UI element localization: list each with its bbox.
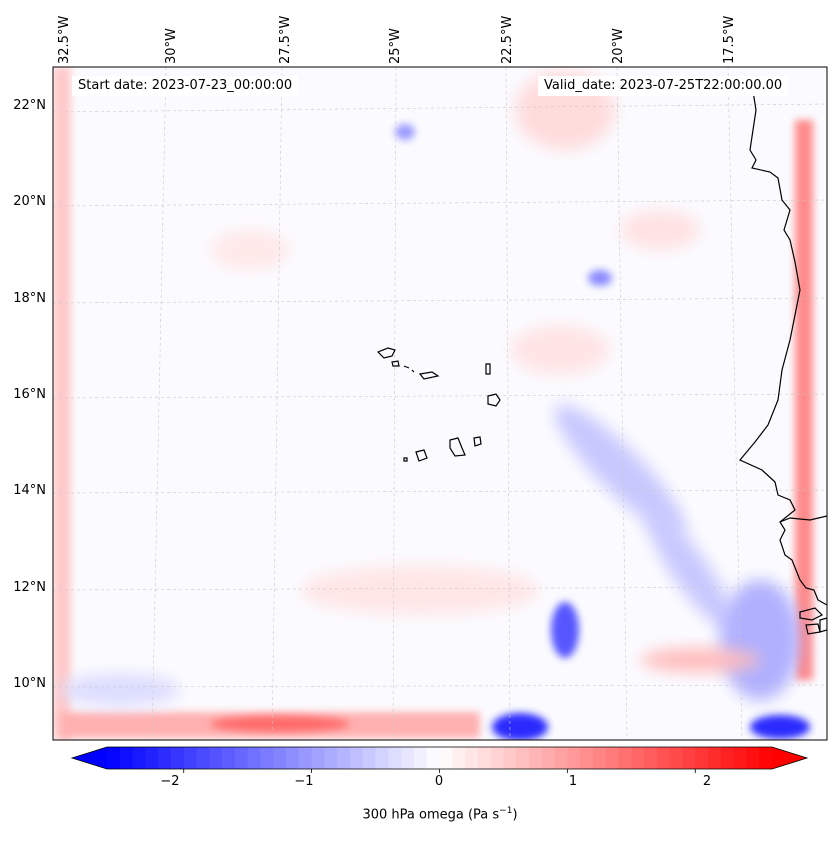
- colorbar-segment: [669, 747, 683, 769]
- colorbar-segment: [209, 747, 223, 769]
- blue-core-southeast: [750, 715, 810, 739]
- lat-label: 14°N: [13, 483, 46, 498]
- lon-label: 32.5°W: [57, 15, 72, 64]
- colorbar-segment: [503, 747, 517, 769]
- colorbar-segment: [388, 747, 402, 769]
- colorbar-min-extend: [72, 747, 107, 769]
- colorbar-segment: [337, 747, 351, 769]
- colorbar-segments: [107, 747, 773, 769]
- colorbar-segment: [733, 747, 747, 769]
- colorbar-segment: [183, 747, 198, 769]
- blue-core-central-south: [551, 602, 579, 658]
- colorbar-label-unit-exponent: −1: [499, 806, 513, 816]
- omega-field: [53, 67, 827, 740]
- colorbar-segment: [401, 747, 415, 769]
- colorbar: [70, 746, 809, 773]
- colorbar-tick-label: −1: [294, 774, 314, 789]
- coastlines: [376, 84, 827, 635]
- colorbar-segment: [605, 747, 620, 769]
- lat-label: 18°N: [13, 291, 46, 306]
- lat-label: 10°N: [13, 676, 46, 691]
- colorbar-segment: [554, 747, 568, 769]
- lon-label: 17.5°W: [722, 15, 737, 64]
- lon-label: 20°W: [611, 28, 626, 64]
- west-edge-band: [53, 67, 71, 740]
- colorbar-segment: [222, 747, 236, 769]
- colorbar-segment: [375, 747, 389, 769]
- colorbar-segment: [746, 747, 760, 769]
- colorbar-segment: [132, 747, 146, 769]
- lat-label: 20°N: [13, 194, 46, 209]
- colorbar-segment: [119, 747, 134, 769]
- colorbar-segment: [592, 747, 607, 769]
- lon-label: 22.5°W: [500, 15, 515, 64]
- graticule: [53, 67, 827, 740]
- colorbar-tick-label: 0: [434, 774, 444, 789]
- colorbar-segment: [695, 747, 709, 769]
- lat-label: 16°N: [13, 387, 46, 402]
- colorbar-segment: [759, 747, 773, 769]
- colorbar-segment: [286, 747, 300, 769]
- colorbar-segment: [708, 747, 722, 769]
- colorbar-segment: [234, 747, 249, 769]
- blue-core-south: [492, 713, 548, 740]
- island-santo-antao: [376, 347, 396, 359]
- colorbar-segment: [426, 747, 440, 769]
- colorbar-segment: [580, 747, 594, 769]
- colorbar-outline: [70, 746, 809, 770]
- colorbar-segment: [349, 747, 364, 769]
- colorbar-segment: [452, 747, 466, 769]
- colorbar-ticks: [183, 769, 696, 773]
- colorbar-segment: [465, 747, 479, 769]
- lon-label: 25°W: [388, 28, 403, 64]
- colorbar-tick-label: 2: [702, 774, 712, 789]
- colorbar-segment: [196, 747, 210, 769]
- colorbar-segment: [439, 747, 453, 769]
- colorbar-max-extend: [772, 747, 807, 769]
- colorbar-segment: [107, 747, 121, 769]
- colorbar-segment: [324, 747, 338, 769]
- colorbar-segment: [413, 747, 428, 769]
- colorbar-segment: [170, 747, 185, 769]
- colorbar-segment: [618, 747, 632, 769]
- map-frame: [52, 66, 828, 741]
- colorbar-segment: [477, 747, 492, 769]
- colorbar-segment: [298, 747, 313, 769]
- lon-label: 27.5°W: [278, 15, 293, 64]
- lon-label: 30°W: [164, 28, 179, 64]
- lat-label: 12°N: [13, 580, 46, 595]
- colorbar-segment: [682, 747, 696, 769]
- start-date-label: Start date: 2023-07-23_00:00:00: [72, 76, 299, 96]
- colorbar-segment: [145, 747, 159, 769]
- colorbar-segment: [541, 747, 556, 769]
- colorbar-label-text: 300 hPa omega (Pa s: [362, 807, 500, 823]
- colorbar-segment: [362, 747, 377, 769]
- colorbar-segment: [158, 747, 172, 769]
- colorbar-segment: [260, 747, 274, 769]
- east-edge-band: [795, 120, 813, 680]
- colorbar-segment: [311, 747, 325, 769]
- colorbar-tick-label: −2: [160, 774, 180, 789]
- colorbar-segment: [247, 747, 261, 769]
- colorbar-segment: [644, 747, 658, 769]
- colorbar-segment: [631, 747, 645, 769]
- colorbar-segment: [656, 747, 671, 769]
- colorbar-tick-label: 1: [568, 774, 578, 789]
- colorbar-segment: [529, 747, 543, 769]
- colorbar-segment: [273, 747, 287, 769]
- colorbar-segment: [567, 747, 581, 769]
- colorbar-segment: [516, 747, 530, 769]
- valid-date-label: Valid_date: 2023-07-25T22:00:00.00: [538, 76, 789, 96]
- colorbar-segment: [720, 747, 735, 769]
- colorbar-label: 300 hPa omega (Pa s−1): [0, 806, 837, 822]
- colorbar-label-close: ): [512, 807, 518, 823]
- lat-label: 22°N: [13, 98, 46, 113]
- colorbar-segment: [490, 747, 504, 769]
